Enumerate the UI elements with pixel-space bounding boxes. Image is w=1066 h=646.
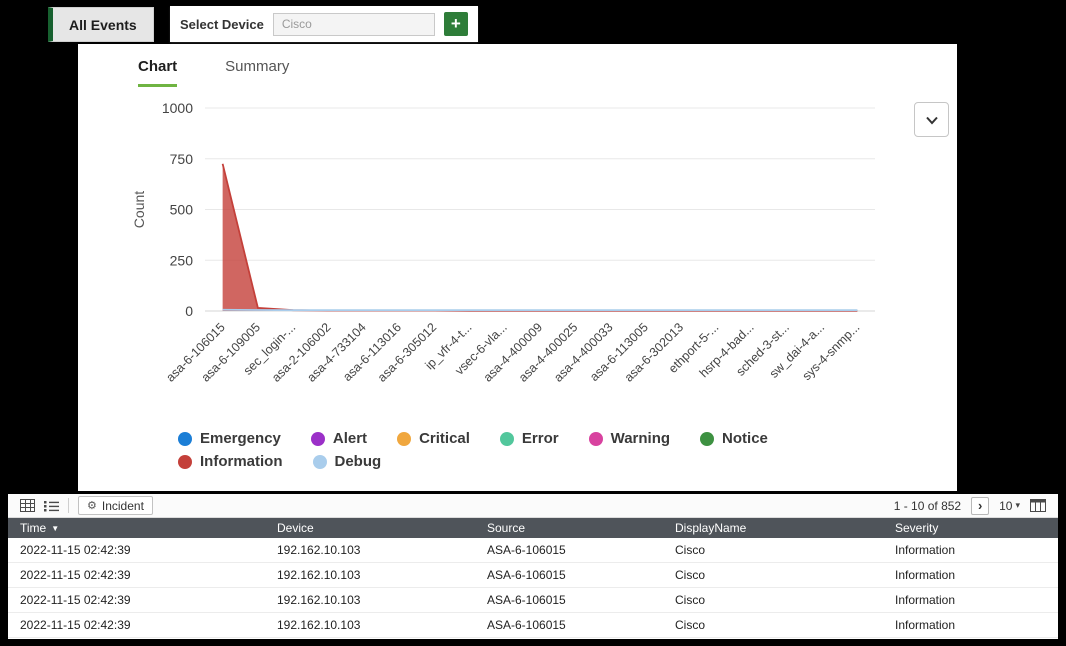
incident-button[interactable]: ⚙ Incident xyxy=(78,496,153,515)
events-table-body: 2022-11-15 02:42:39 192.162.10.103 ASA-6-1… xyxy=(8,538,1058,638)
legend-label: Emergency xyxy=(200,430,281,447)
table-toolbar: ⚙ Incident 1 - 10 of 852 › 10 ▾ xyxy=(8,494,1058,518)
collapse-chart-button[interactable] xyxy=(914,102,949,137)
chart-summary-tabs: Chart Summary xyxy=(138,58,289,87)
column-header-label: Device xyxy=(277,521,314,535)
table-header-row: Time ▼ Device Source DisplayName Severity xyxy=(8,518,1058,538)
table-cell: Information xyxy=(895,593,956,607)
grid-view-icon[interactable] xyxy=(20,499,35,512)
next-page-icon: › xyxy=(977,498,983,513)
incident-label: Incident xyxy=(101,498,144,513)
table-cell: ASA-6-106015 xyxy=(487,593,566,607)
toolbar-separator xyxy=(68,498,69,513)
legend-dot xyxy=(178,454,192,469)
table-cell: 192.162.10.103 xyxy=(277,543,361,557)
table-cell: ASA-6-106015 xyxy=(487,543,566,557)
legend-item-notice[interactable]: Notice xyxy=(700,430,768,447)
legend-dot xyxy=(310,431,325,446)
table-cell: ASA-6-106015 xyxy=(487,568,566,582)
tab-chart[interactable]: Chart xyxy=(138,58,178,87)
column-header-source[interactable]: Source xyxy=(475,521,663,535)
table-cell: Cisco xyxy=(675,618,706,632)
table-cell: Information xyxy=(895,568,956,582)
page-size-selector[interactable]: 10 ▾ xyxy=(999,499,1020,513)
table-cell: Cisco xyxy=(675,543,706,557)
table-cell: ASA-6-106015 xyxy=(487,618,566,632)
column-header-label: Source xyxy=(487,521,526,535)
events-table-panel: ⚙ Incident 1 - 10 of 852 › 10 ▾ Time ▼ Dev… xyxy=(8,494,1058,639)
table-row[interactable]: 2022-11-15 02:42:39 192.162.10.103 ASA-6-1… xyxy=(8,613,1058,638)
legend-label: Critical xyxy=(419,430,470,447)
table-row[interactable]: 2022-11-15 02:42:39 192.162.10.103 ASA-6-1… xyxy=(8,538,1058,563)
legend-dot xyxy=(700,431,715,446)
legend-dot xyxy=(397,431,412,446)
device-input-value: Cisco xyxy=(281,16,312,31)
table-cell: 2022-11-15 02:42:39 xyxy=(20,618,131,632)
svg-text:0: 0 xyxy=(185,303,193,319)
legend-item-critical[interactable]: Critical xyxy=(397,430,470,447)
caret-down-icon: ▾ xyxy=(1015,500,1020,510)
pagination-info: 1 - 10 of 852 xyxy=(893,498,962,513)
column-header-time[interactable]: Time ▼ xyxy=(8,521,265,535)
table-cell: Information xyxy=(895,618,956,632)
device-selector-panel: Select Device Cisco + xyxy=(170,6,478,42)
tab-all-events[interactable]: All Events xyxy=(48,7,154,42)
column-header-label: Time xyxy=(20,521,47,535)
column-header-severity[interactable]: Severity xyxy=(883,521,1058,535)
svg-text:750: 750 xyxy=(170,151,194,167)
incident-icon: ⚙ xyxy=(87,500,97,512)
table-cell: Information xyxy=(895,543,956,557)
sort-desc-icon: ▼ xyxy=(51,523,60,533)
list-view-icon[interactable] xyxy=(44,500,59,512)
next-page-button[interactable]: › xyxy=(971,496,990,515)
table-cell: 2022-11-15 02:42:39 xyxy=(20,593,131,607)
legend-label: Error xyxy=(521,430,559,447)
legend-item-error[interactable]: Error xyxy=(499,430,559,447)
column-header-displayname[interactable]: DisplayName xyxy=(663,521,883,535)
legend-item-warning[interactable]: Warning xyxy=(588,430,671,447)
chart-panel: Chart Summary 0 250 500 750 1000 Count asa-6-1… xyxy=(78,44,957,491)
page-size-value: 10 xyxy=(999,498,1013,513)
table-cell: Cisco xyxy=(675,593,706,607)
legend-label: Alert xyxy=(332,430,368,447)
legend-dot xyxy=(499,431,514,446)
table-cell: 2022-11-15 02:42:39 xyxy=(20,568,131,582)
legend-item-debug[interactable]: Debug xyxy=(312,453,382,470)
column-header-device[interactable]: Device xyxy=(265,521,475,535)
events-chart: 02505007501000Countasa-6-106015asa-6-109… xyxy=(131,100,875,385)
pagination-controls: 1 - 10 of 852 › 10 ▾ xyxy=(893,496,1046,515)
column-header-label: DisplayName xyxy=(675,521,747,535)
add-device-button[interactable]: + xyxy=(443,12,468,36)
legend-item-information[interactable]: Information xyxy=(178,453,283,470)
svg-text:250: 250 xyxy=(170,252,194,268)
table-row[interactable]: 2022-11-15 02:42:39 192.162.10.103 ASA-6-1… xyxy=(8,588,1058,613)
svg-text:500: 500 xyxy=(170,202,194,218)
legend-label: Notice xyxy=(722,430,768,447)
table-cell: 2022-11-15 02:42:39 xyxy=(20,543,131,557)
tab-summary[interactable]: Summary xyxy=(225,58,290,75)
device-input[interactable]: Cisco xyxy=(272,12,435,36)
legend-label: Debug xyxy=(334,453,382,470)
table-row[interactable]: 2022-11-15 02:42:39 192.162.10.103 ASA-6-1… xyxy=(8,563,1058,588)
legend-item-emergency[interactable]: Emergency xyxy=(178,430,281,447)
legend-label: Information xyxy=(200,453,283,470)
svg-text:Count: Count xyxy=(131,191,147,228)
legend-dot xyxy=(178,431,192,446)
table-cell: 192.162.10.103 xyxy=(277,568,361,582)
legend-dot xyxy=(588,431,603,446)
chevron-down-icon xyxy=(925,116,938,124)
table-cell: 192.162.10.103 xyxy=(277,593,361,607)
legend-dot xyxy=(312,454,327,469)
chart-legend: Emergency Alert Critical Error Warning Notice… xyxy=(178,430,838,470)
select-device-label: Select Device xyxy=(180,16,264,32)
legend-item-alert[interactable]: Alert xyxy=(310,430,368,447)
column-header-label: Severity xyxy=(895,521,939,535)
legend-label: Warning xyxy=(610,430,671,447)
all-events-label: All Events xyxy=(69,16,137,33)
table-cell: 192.162.10.103 xyxy=(277,618,361,632)
svg-text:1000: 1000 xyxy=(162,100,193,116)
table-cell: Cisco xyxy=(675,568,706,582)
column-chooser-icon[interactable] xyxy=(1030,499,1046,512)
